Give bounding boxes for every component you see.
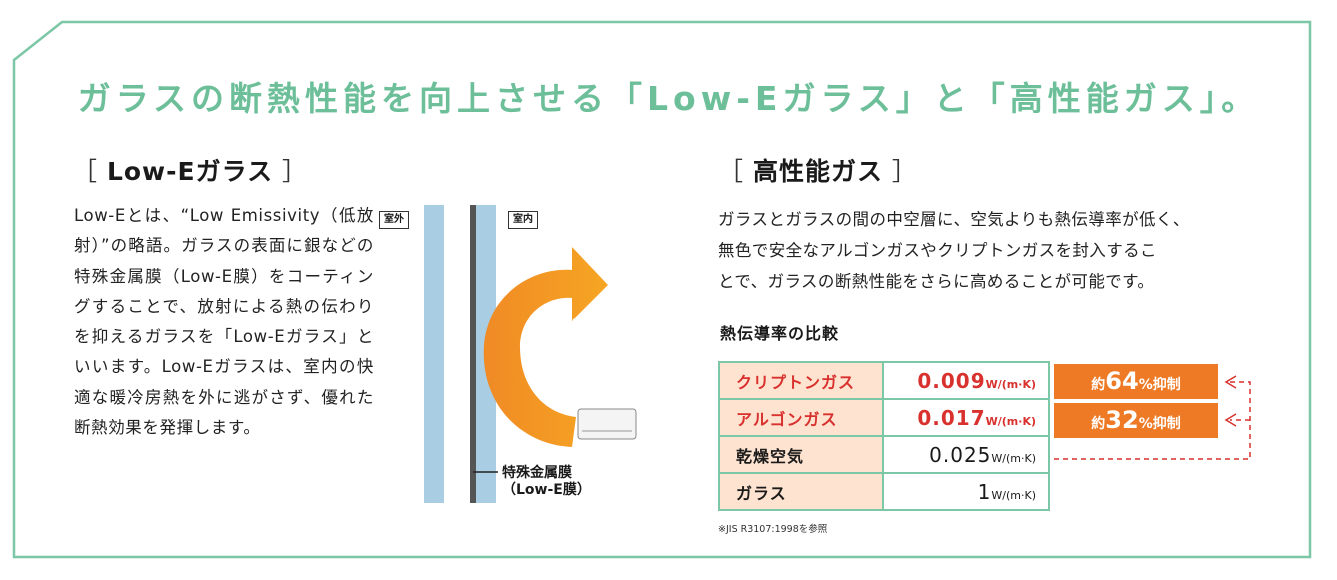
table-row: アルゴンガス 0.017W/(m·K) bbox=[718, 398, 1050, 437]
outside-tag: 室外 bbox=[379, 211, 409, 229]
inside-tag: 室内 bbox=[508, 211, 538, 229]
table-row: 乾燥空気 0.025W/(m·K) bbox=[718, 435, 1050, 474]
glass-diagram-graphic bbox=[424, 205, 637, 503]
comparison-arrows bbox=[1054, 375, 1251, 460]
lowe-glass-diagram: 室外 室内 快適な 暖冷房熱を 逃さない 特殊金属膜 （Low-E膜） bbox=[372, 195, 672, 515]
conductivity-table: クリプトンガス 0.009W/(m·K) アルゴンガス 0.017W/(m·K)… bbox=[718, 361, 1050, 511]
row-value: 0.009W/(m·K) bbox=[882, 361, 1050, 400]
page-title: ガラスの断熱性能を向上させる「Low-Eガラス」と「高性能ガス」。 bbox=[77, 79, 1260, 118]
orange-arrow bbox=[483, 247, 608, 447]
lowe-description: Low-Eとは、“Low Emissivity（低放射）”の略語。ガラスの表面に… bbox=[74, 206, 374, 438]
lowe-heading-text: Low-Eガラス bbox=[106, 157, 274, 186]
row-name: アルゴンガス bbox=[718, 398, 884, 437]
film-label: 特殊金属膜 （Low-E膜） bbox=[502, 465, 591, 498]
row-value: 0.025W/(m·K) bbox=[882, 435, 1050, 474]
row-name: 乾燥空気 bbox=[718, 435, 884, 474]
air-conditioner bbox=[577, 408, 637, 440]
comparison-title: 熱伝導率の比較 bbox=[720, 324, 840, 343]
lowe-heading: ［ Low-Eガラス ］ bbox=[72, 157, 309, 186]
table-row: ガラス 1W/(m·K) bbox=[718, 472, 1050, 511]
reduction-badge-krypton: 約64%抑制 bbox=[1054, 364, 1218, 399]
row-value: 1W/(m·K) bbox=[882, 472, 1050, 511]
row-value: 0.017W/(m·K) bbox=[882, 398, 1050, 437]
row-name: クリプトンガス bbox=[718, 361, 884, 400]
arrow-text: 快適な 暖冷房熱を 逃さない bbox=[528, 315, 613, 385]
gas-heading-text: 高性能ガス bbox=[752, 157, 883, 186]
gas-heading: ［ 高性能ガス ］ bbox=[718, 157, 918, 186]
outer-glass-pane bbox=[424, 205, 444, 503]
lowe-film bbox=[470, 205, 476, 503]
gas-description: ガラスとガラスの間の中空層に、空気よりも熱伝導率が低く、 無色で安全なアルゴンガ… bbox=[718, 210, 1190, 291]
table-row: クリプトンガス 0.009W/(m·K) bbox=[718, 361, 1050, 400]
reduction-badge-argon: 約32%抑制 bbox=[1054, 403, 1218, 438]
row-name: ガラス bbox=[718, 472, 884, 511]
source-note: ※JIS R3107:1998を参照 bbox=[718, 524, 828, 535]
